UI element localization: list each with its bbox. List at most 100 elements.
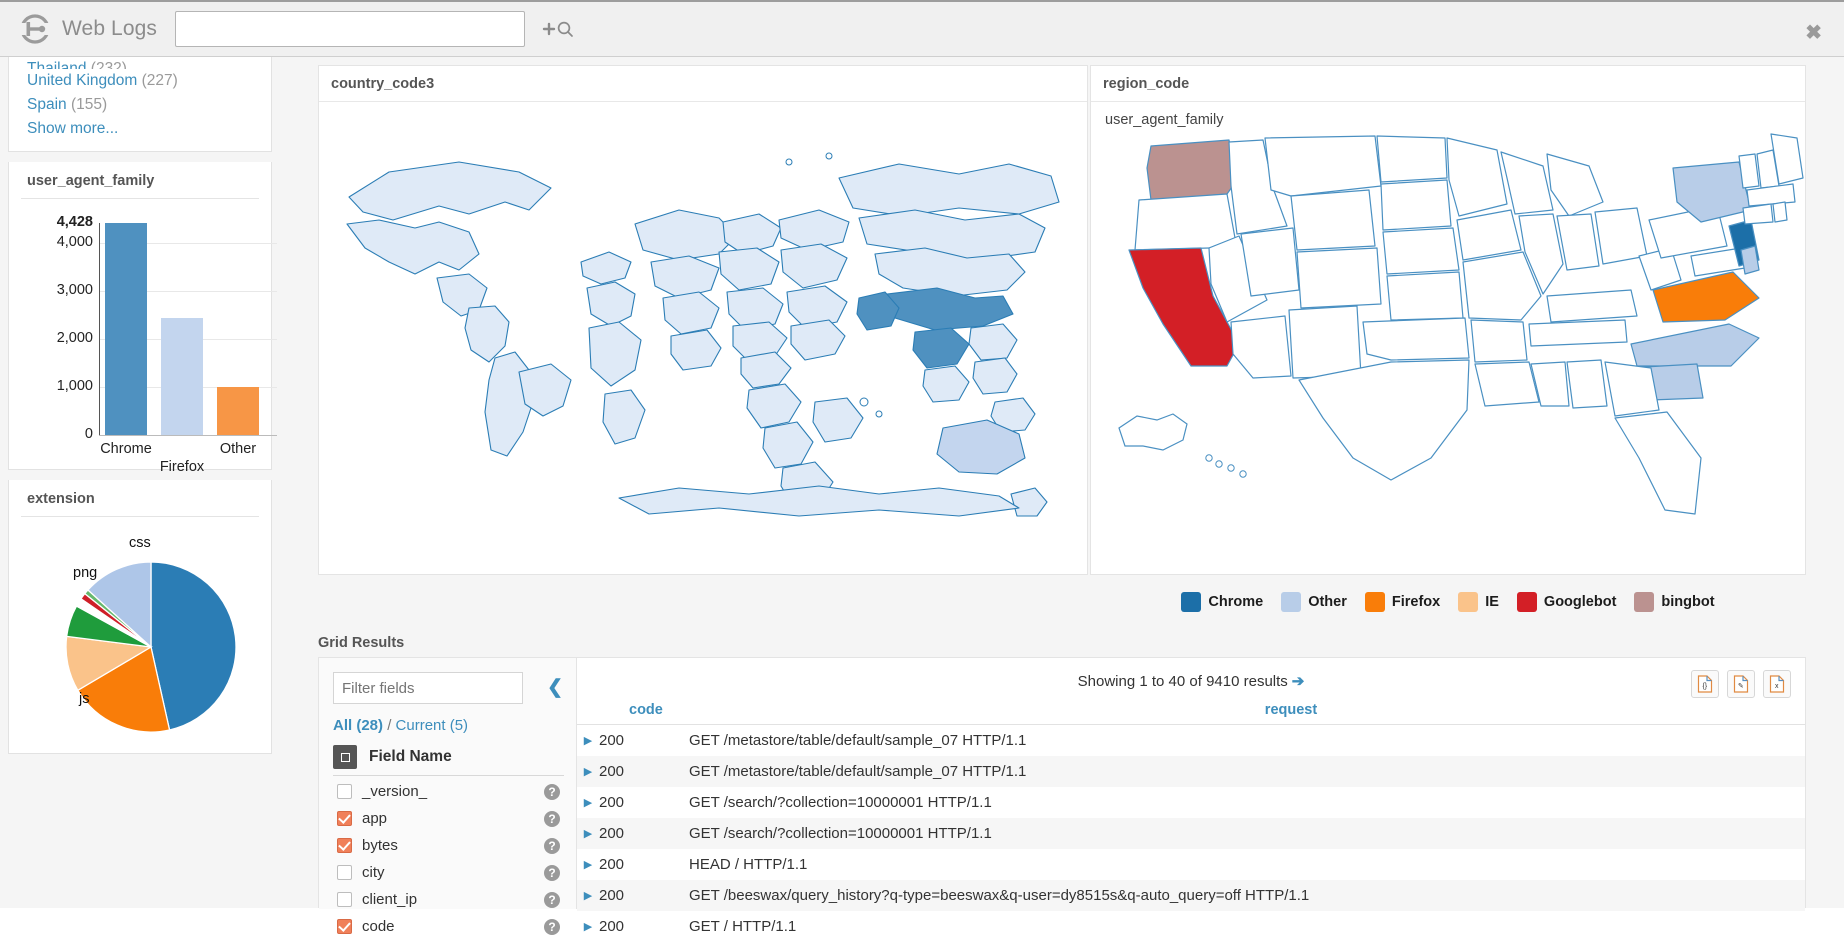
world-country-10[interactable] <box>634 209 738 261</box>
us-state-VA[interactable] <box>1652 271 1760 323</box>
world-country-24[interactable] <box>762 421 814 469</box>
us-state-KY[interactable] <box>1546 289 1638 323</box>
world-country-33[interactable] <box>922 365 970 403</box>
us-state-OK[interactable] <box>1362 317 1470 361</box>
us-state-NM[interactable] <box>1288 305 1362 379</box>
bar-other[interactable] <box>217 387 259 435</box>
pie-chart-svg[interactable] <box>61 559 261 744</box>
us-state-NE[interactable] <box>1382 227 1460 275</box>
us-state-MI[interactable] <box>1546 153 1604 217</box>
us-state-CA[interactable] <box>1128 247 1240 367</box>
world-country-31[interactable] <box>856 291 900 331</box>
us-state-IN[interactable] <box>1556 213 1600 271</box>
world-country-37[interactable] <box>936 419 1026 475</box>
legend-item-firefox[interactable]: Firefox <box>1364 592 1440 612</box>
help-icon[interactable]: ? <box>544 810 560 827</box>
export-csv-icon[interactable]: ✎ <box>1727 670 1755 698</box>
us-state-TN[interactable] <box>1528 319 1628 347</box>
us-state-AK[interactable] <box>1118 413 1188 451</box>
world-country-1[interactable] <box>346 219 480 275</box>
world-country-34[interactable] <box>968 323 1018 361</box>
us-state-CO[interactable] <box>1296 247 1382 309</box>
us-state-MS[interactable] <box>1530 361 1570 407</box>
help-icon[interactable]: ? <box>544 918 560 935</box>
expand-row-icon[interactable]: ▶ <box>583 859 593 871</box>
us-state-ND[interactable] <box>1376 135 1448 183</box>
world-country-19[interactable] <box>778 209 850 251</box>
world-map[interactable] <box>319 102 1087 568</box>
legend-item-chrome[interactable]: Chrome <box>1181 592 1263 612</box>
world-country-7[interactable] <box>586 281 636 327</box>
bar-firefox[interactable] <box>161 318 203 435</box>
pie-slice-png[interactable] <box>76 645 171 733</box>
table-row[interactable]: ▶ 200 HEAD / HTTP/1.1 <box>577 849 1805 880</box>
export-excel-icon[interactable]: x <box>1763 670 1791 698</box>
us-state-GA[interactable] <box>1604 361 1660 417</box>
field-row[interactable]: app? <box>333 807 564 830</box>
world-country-29[interactable] <box>874 247 1026 297</box>
expand-row-icon[interactable]: ▶ <box>583 735 593 747</box>
us-state-VT[interactable] <box>1738 153 1760 189</box>
show-more-link[interactable]: Show more... <box>9 117 271 141</box>
us-state-NC[interactable] <box>1630 323 1760 367</box>
expand-row-icon[interactable]: ▶ <box>583 890 593 902</box>
world-country-39[interactable] <box>618 485 1020 517</box>
expand-row-icon[interactable]: ▶ <box>583 921 593 933</box>
us-state-MN[interactable] <box>1446 137 1508 217</box>
help-icon[interactable]: ? <box>544 864 560 881</box>
field-checkbox[interactable] <box>337 919 352 934</box>
us-state-OR[interactable] <box>1134 193 1236 251</box>
us-state-RI[interactable] <box>1772 201 1788 223</box>
table-row[interactable]: ▶ 200 GET / HTTP/1.1 <box>577 911 1805 942</box>
us-state-KS[interactable] <box>1386 271 1464 321</box>
world-country-22[interactable] <box>790 319 846 361</box>
table-row[interactable]: ▶ 200 GET /beeswax/query_history?q-type=be… <box>577 880 1805 911</box>
us-state-ME[interactable] <box>1770 133 1804 185</box>
world-country-28[interactable] <box>858 209 1046 261</box>
us-state-LA[interactable] <box>1474 361 1540 407</box>
field-row[interactable]: city? <box>333 861 564 884</box>
world-country-0[interactable] <box>348 161 552 221</box>
field-checkbox[interactable] <box>337 784 352 799</box>
us-state-UT[interactable] <box>1240 227 1300 297</box>
us-state-NY[interactable] <box>1672 161 1752 223</box>
show-more-label[interactable]: Show more... <box>27 120 119 137</box>
chevron-left-icon[interactable]: ❮ <box>547 677 563 698</box>
us-state-DE[interactable] <box>1740 245 1760 275</box>
table-row[interactable]: ▶ 200 GET /metastore/table/default/sample_… <box>577 756 1805 787</box>
field-checkbox[interactable] <box>337 865 352 880</box>
world-country-30[interactable] <box>886 287 1014 331</box>
field-row[interactable]: code? <box>333 915 564 938</box>
world-country-12[interactable] <box>662 291 720 335</box>
column-header-request[interactable]: request <box>1264 702 1318 718</box>
legend-item-other[interactable]: Other <box>1281 592 1347 612</box>
close-icon[interactable]: ✖ <box>1805 22 1822 44</box>
world-country-5[interactable] <box>518 363 572 417</box>
legend-item-ie[interactable]: IE <box>1458 592 1499 612</box>
filter-fields-input[interactable] <box>333 672 523 704</box>
world-country-3[interactable] <box>464 305 510 363</box>
help-icon[interactable]: ? <box>544 783 560 800</box>
country-link[interactable]: Spain <box>27 96 67 113</box>
world-country-36[interactable] <box>990 397 1036 433</box>
world-country-38[interactable] <box>1010 487 1048 517</box>
world-country-9[interactable] <box>602 389 646 445</box>
us-state-IA[interactable] <box>1456 209 1522 261</box>
field-row[interactable]: client_ip? <box>333 888 564 911</box>
us-state-MT[interactable] <box>1264 135 1382 197</box>
country-link[interactable]: United Kingdom <box>27 72 138 89</box>
us-state-TX[interactable] <box>1298 359 1470 481</box>
world-country-35[interactable] <box>972 357 1018 395</box>
us-state-SD[interactable] <box>1380 179 1452 231</box>
us-state-AR[interactable] <box>1470 319 1528 363</box>
field-checkbox[interactable] <box>337 811 352 826</box>
next-page-arrow[interactable]: ➔ <box>1291 673 1305 690</box>
search-input[interactable] <box>174 11 525 47</box>
us-state-AZ[interactable] <box>1230 315 1292 379</box>
us-state-IL[interactable] <box>1518 213 1564 295</box>
world-country-21[interactable] <box>786 285 848 329</box>
table-row[interactable]: ▶ 200 GET /search/?collection=10000001 HTT… <box>577 818 1805 849</box>
list-item[interactable]: Spain (155) <box>9 93 271 117</box>
pie-slice-js[interactable] <box>150 561 237 731</box>
legend-item-googlebot[interactable]: Googlebot <box>1516 592 1616 612</box>
